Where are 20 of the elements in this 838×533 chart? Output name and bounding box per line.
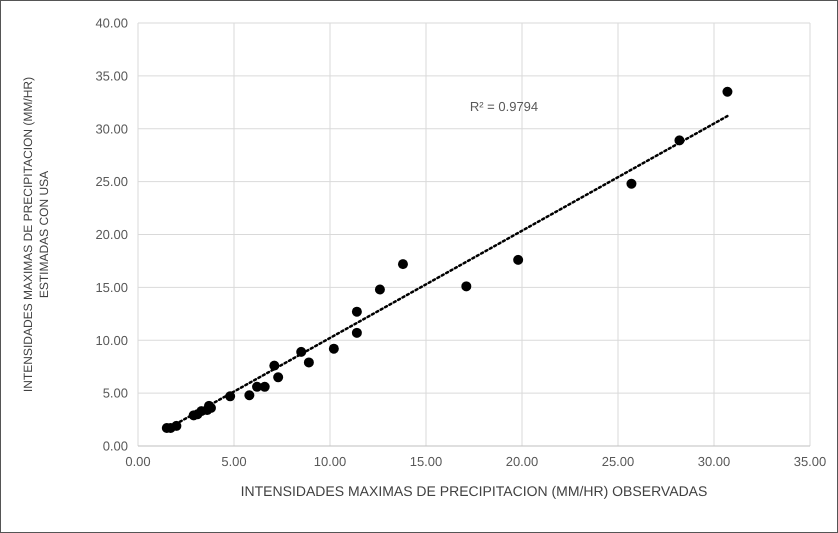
x-axis-title: INTENSIDADES MAXIMAS DE PRECIPITACION (MM/HR) OBSERVADAS (240, 483, 708, 499)
x-tick-label: 35.00 (794, 454, 826, 469)
x-tick-label: 20.00 (506, 454, 538, 469)
y-tick-label: 40.00 (95, 16, 128, 30)
y-tick-label: 25.00 (95, 174, 128, 190)
y-tick-label: 35.00 (95, 68, 128, 84)
y-tick-label: 0.00 (102, 438, 128, 454)
y-tick-label: 30.00 (95, 121, 128, 136)
x-tick-label: 0.00 (125, 454, 151, 469)
x-tick-label: 30.00 (698, 454, 730, 469)
x-tick-label: 15.00 (410, 454, 442, 469)
y-tick-label: 10.00 (95, 332, 128, 348)
y-axis-title: INTENSIDADES MAXIMAS DE PRECIPITACION (MM/HR) ESTIMADAS CON USA (21, 76, 51, 392)
x-tick-label: 10.00 (314, 454, 346, 469)
x-tick-label: 25.00 (602, 454, 634, 469)
annotation: R² = 0.9794 (470, 99, 538, 114)
y-tick-label: 15.00 (95, 280, 128, 295)
y-tick-label: 5.00 (102, 386, 128, 401)
y-tick-label: 20.00 (95, 227, 128, 242)
x-tick-label: 5.00 (221, 454, 247, 469)
